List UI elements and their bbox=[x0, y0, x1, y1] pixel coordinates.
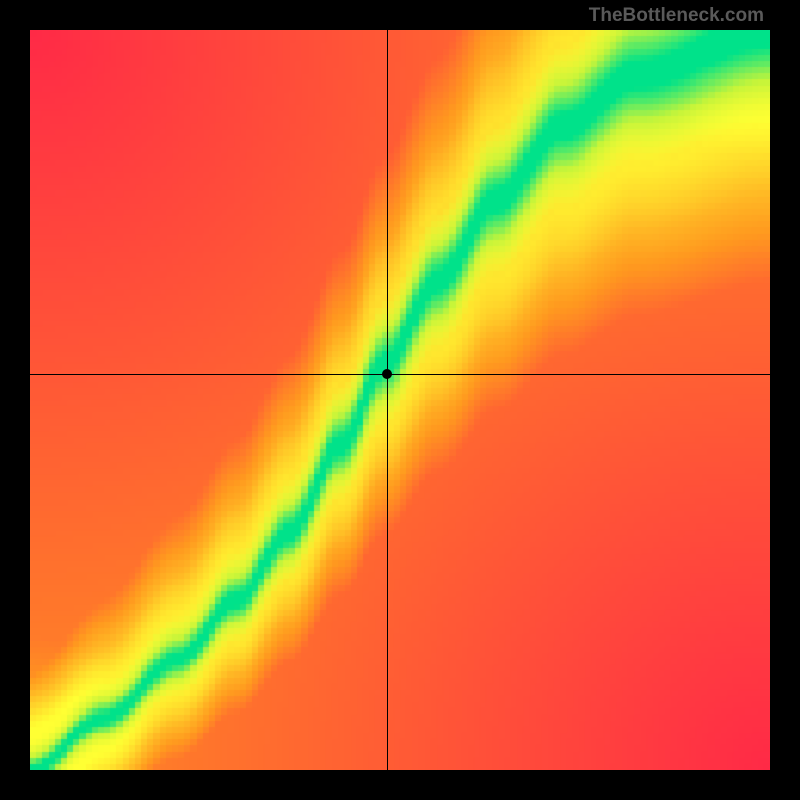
plot-area bbox=[30, 30, 770, 770]
crosshair-vertical bbox=[387, 30, 388, 770]
bottleneck-heatmap bbox=[30, 30, 770, 770]
crosshair-horizontal bbox=[30, 374, 770, 375]
crosshair-marker bbox=[382, 369, 392, 379]
watermark-text: TheBottleneck.com bbox=[589, 5, 764, 27]
